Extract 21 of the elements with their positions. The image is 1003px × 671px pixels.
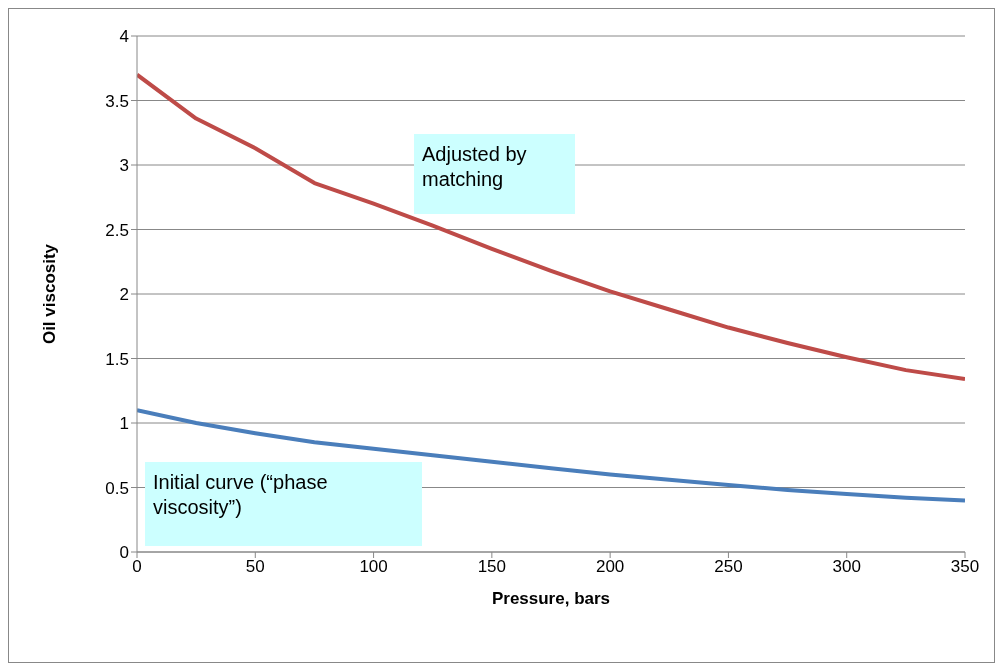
y-tick-label: 0: [119, 543, 129, 563]
x-tick-label: 100: [359, 557, 388, 577]
x-tick-label: 0: [132, 557, 142, 577]
y-tick-label: 3.5: [105, 91, 129, 111]
x-axis-title: Pressure, bars: [491, 589, 611, 608]
x-tick-label: 300: [832, 557, 861, 577]
y-tick-label: 4: [119, 27, 129, 47]
series-label: Initial curve (“phase viscosity”): [152, 470, 329, 520]
y-tick-label: 2.5: [105, 220, 129, 240]
x-tick-label: 350: [950, 557, 980, 577]
y-tick-label: 1: [119, 414, 129, 434]
x-tick-label: 250: [714, 557, 743, 577]
y-axis-title: Oil viscosity: [40, 243, 60, 345]
y-tick-label: 3: [119, 156, 129, 176]
x-tick-label: 50: [245, 557, 265, 577]
x-tick-label: 200: [595, 557, 625, 577]
y-tick-label: 2: [119, 285, 129, 305]
y-tick-label: 0.5: [105, 478, 129, 498]
series-label: Adjusted by matching: [421, 142, 528, 192]
y-tick-label: 1.5: [105, 349, 129, 369]
x-tick-label: 150: [477, 557, 507, 577]
